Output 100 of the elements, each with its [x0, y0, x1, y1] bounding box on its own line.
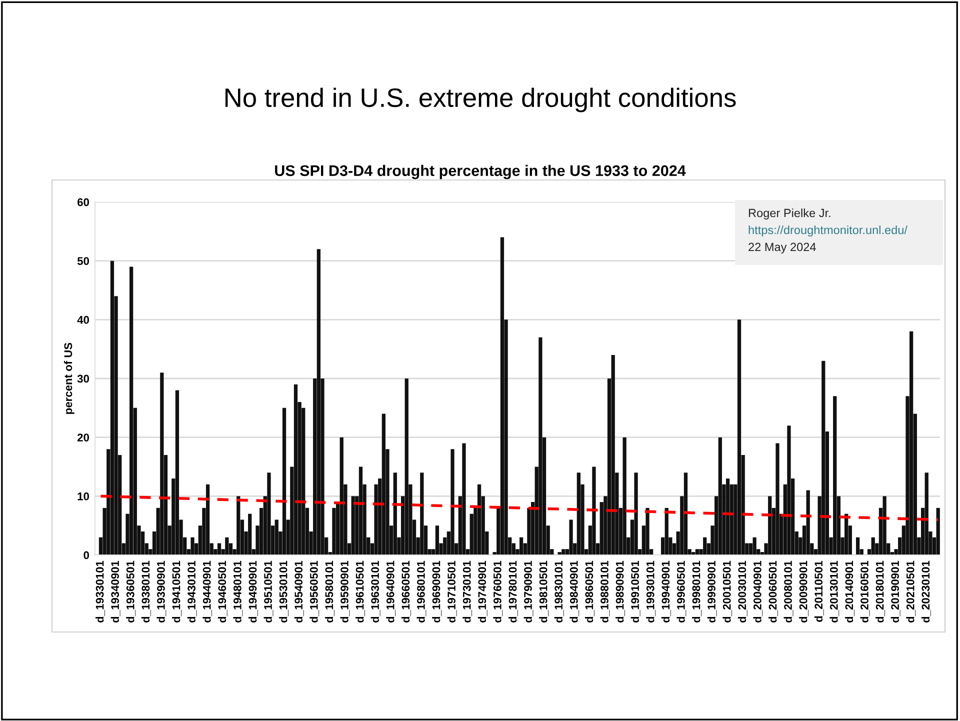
bar [267, 472, 271, 555]
bar [282, 408, 286, 555]
x-tick-label: d_19730101 [462, 560, 472, 622]
bar [718, 437, 722, 555]
bar [833, 396, 837, 555]
x-tick-label: d_19590901 [340, 560, 350, 622]
bar [910, 331, 914, 555]
x-tick-label: d_20160501 [860, 560, 870, 622]
bar [882, 496, 886, 555]
x-tick-label: d_19580101 [324, 560, 334, 622]
bar [351, 496, 355, 555]
bar [703, 537, 707, 555]
x-tick-label: d_19880101 [600, 560, 610, 622]
bar [435, 526, 440, 555]
x-tick-label: d_19560501 [310, 560, 320, 622]
bar [695, 549, 700, 555]
bar [110, 260, 114, 555]
bar [420, 472, 424, 555]
x-tick-label: d_19890901 [616, 560, 625, 622]
bar [634, 472, 638, 555]
x-tick-label: d_20140901 [844, 560, 854, 622]
bar [622, 437, 626, 555]
x-tick-label: d_19740901 [478, 560, 488, 622]
bar [340, 437, 344, 555]
x-tick-label: d_20030101 [738, 560, 748, 622]
annotation: https://droughtmonitor.unl.edu/ [748, 226, 908, 237]
y-axis-title: percent of US [64, 342, 74, 414]
x-tick-label: d_19690901 [432, 560, 442, 622]
x-tick-label: d_19710501 [447, 560, 457, 622]
bar [538, 337, 542, 555]
bar [225, 537, 229, 555]
bar [726, 478, 730, 555]
bar [856, 537, 860, 555]
x-tick-label: d_19930101 [646, 560, 656, 622]
bar [500, 237, 504, 555]
bar [776, 443, 780, 555]
bar [806, 490, 810, 555]
y-tick-label: 30 [77, 374, 89, 383]
x-tick-label: d_20040901 [753, 560, 763, 622]
x-tick-label: d_19510501 [264, 560, 274, 622]
bar [450, 449, 454, 555]
bar [936, 508, 940, 555]
x-tick-label: d_19780101 [508, 560, 518, 622]
bar [248, 514, 252, 555]
bar [316, 249, 320, 555]
x-tick-label: d_19990901 [707, 560, 717, 622]
bar [592, 466, 596, 555]
bar [752, 537, 756, 555]
bar [358, 466, 363, 555]
x-tick-label: d_20230101 [921, 560, 931, 622]
bar [569, 520, 573, 555]
x-tick-label: d_19910501 [630, 560, 640, 622]
bar [190, 537, 194, 555]
x-tick-label: d_19390901 [156, 560, 166, 622]
x-tick-label: d_19680101 [416, 560, 426, 622]
bar [822, 360, 826, 555]
x-tick-label: d_19480101 [233, 560, 243, 622]
x-tick-label: d_19410501 [172, 560, 182, 622]
bar [611, 354, 615, 555]
y-tick-label: 40 [77, 316, 89, 324]
bar [558, 552, 562, 555]
x-tick-label: d_20190901 [890, 560, 900, 622]
bar [294, 384, 298, 555]
bar [646, 508, 650, 555]
x-tick-label: d_19860501 [584, 560, 594, 622]
bar [130, 266, 134, 555]
bar [393, 472, 397, 555]
x-tick-label: d_19630101 [370, 560, 380, 622]
bar [737, 320, 742, 555]
x-tick-label: d_19840901 [570, 560, 580, 622]
chart-title: No trend in U.S. extreme drought conditions [225, 88, 736, 112]
x-tick-label: d_19430101 [187, 560, 197, 622]
y-tick-label: 50 [77, 257, 89, 265]
x-tick-label: d_20010501 [722, 560, 732, 622]
x-tick-label: d_19960501 [676, 560, 686, 622]
bar [160, 372, 164, 555]
bar [175, 390, 180, 555]
x-tick-label: d_20110501 [814, 560, 824, 622]
x-tick-label: d_20210501 [906, 560, 916, 622]
x-tick-label: d_19330101 [96, 560, 105, 622]
bar [217, 543, 222, 555]
annotation: Roger Pielke Jr. [748, 208, 830, 220]
x-tick-label: d_19460501 [218, 560, 228, 622]
y-tick-label: 0 [84, 551, 89, 560]
x-tick-label: d_20090901 [799, 560, 808, 622]
x-tick-label: d_19440901 [202, 560, 212, 622]
x-tick-label: d_19530101 [279, 560, 288, 622]
x-tick-label: d_19940901 [661, 560, 671, 622]
x-tick-label: d_19490901 [248, 560, 258, 622]
bar [274, 520, 278, 555]
x-tick-label: d_19790901 [524, 560, 534, 622]
x-tick-label: d_19810501 [539, 560, 548, 622]
bar [768, 496, 772, 555]
y-tick-label: 10 [78, 492, 89, 500]
x-tick-label: d_20060501 [768, 560, 778, 622]
x-tick-label: d_19980101 [692, 560, 702, 622]
x-tick-label: d_19830101 [554, 560, 564, 622]
y-tick-label: 20 [77, 434, 89, 442]
x-tick-label: d_20080101 [784, 560, 794, 622]
x-tick-label: d_19640901 [386, 560, 396, 622]
